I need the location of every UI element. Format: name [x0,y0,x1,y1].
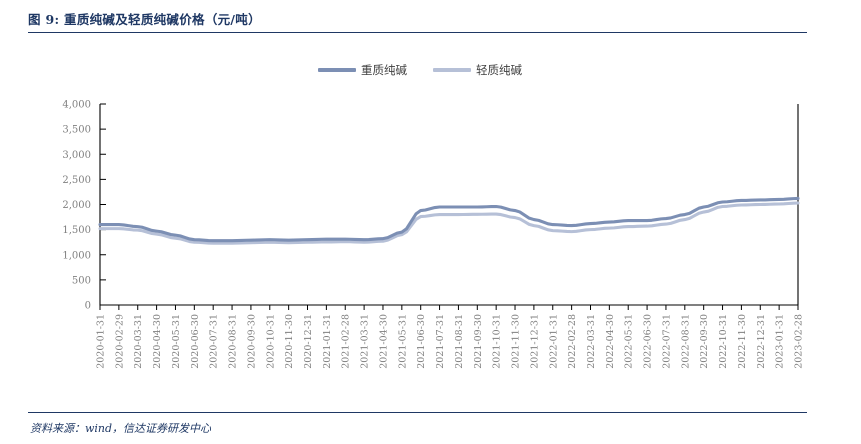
x-tick-label: 2020-02-29 [114,314,125,369]
x-tick-label: 2021-05-31 [397,314,408,369]
y-axis-tick-labels: 0 500 1,000 1,500 2,000 2,500 3,000 3,500 4,000 [62,100,91,312]
x-tick-label: 2021-08-31 [454,314,465,369]
x-tick-label: 2020-01-31 [96,314,107,369]
x-tick-label: 2020-06-30 [190,314,201,369]
x-tick-label: 2020-11-30 [284,314,295,369]
x-tick-label: 2021-01-31 [322,314,333,369]
x-tick-label: 2022-11-30 [737,314,748,369]
x-tick-label: 2020-08-31 [228,314,239,369]
x-tick-label: 2020-09-30 [246,314,257,369]
x-tick-label: 2021-12-31 [529,314,540,369]
chart-container: 0 500 1,000 1,500 2,000 2,500 3,000 3,500 4,000 … [0,88,861,398]
footer-divider [28,412,807,413]
x-tick-label: 2020-07-31 [209,314,220,369]
x-tick-label: 2020-04-30 [152,314,163,369]
legend-swatch-light [433,68,471,72]
x-tick-label: 2020-10-31 [265,314,276,369]
y-tick-label: 1,000 [62,250,91,261]
figure-header: 图 9: 重质纯碱及轻质纯碱价格（元/吨） [28,10,808,36]
x-tick-label: 2021-07-31 [435,314,446,369]
x-tick-label: 2023-01-31 [775,314,786,369]
y-tick-label: 2,000 [62,200,91,211]
y-axis-ticks [100,103,106,306]
legend-item-heavy: 重质纯碱 [318,62,407,78]
y-tick-label: 3,000 [62,150,91,161]
x-tick-label: 2022-01-31 [548,314,559,369]
x-tick-label: 2022-10-31 [718,314,729,369]
series-line-light [98,201,800,245]
x-tick-label: 2022-07-31 [661,314,672,369]
x-tick-label: 2021-02-28 [341,314,352,369]
header-divider [28,32,807,33]
x-tick-label: 2022-04-30 [605,314,616,369]
x-axis-tick-labels: 2020-01-31 2020-02-29 2020-03-31 2020-04-30… [96,314,805,369]
legend-swatch-heavy [318,68,356,72]
x-tick-label: 2022-06-30 [643,314,654,369]
x-tick-label: 2021-04-30 [378,314,389,369]
source-note: 资料来源：wind，信达证券研发中心 [30,422,212,435]
x-tick-label: 2020-05-31 [171,314,182,369]
x-axis-ticks [99,305,799,310]
y-tick-label: 3,500 [62,125,91,136]
x-tick-label: 2020-03-31 [133,314,144,369]
chart-legend: 重质纯碱 轻质纯碱 [318,62,522,78]
axis-frame [99,103,799,306]
x-tick-label: 2021-09-30 [473,314,484,369]
x-tick-label: 2021-10-31 [492,314,503,369]
x-tick-label: 2023-02-28 [794,314,805,369]
x-tick-label: 2022-05-31 [624,314,635,369]
line-chart: 05001,0001,5002,0002,5003,0003,5004,000 … [62,100,805,369]
page-title: 图 9: 重质纯碱及轻质纯碱价格（元/吨） [28,12,261,27]
x-tick-label: 2022-02-28 [567,314,578,369]
y-tick-label: 1,500 [62,225,91,236]
y-tick-label: 2,500 [62,175,91,186]
x-tick-label: 2022-12-31 [756,314,767,369]
x-tick-label: 2021-06-30 [416,314,427,369]
x-tick-label: 2021-11-30 [511,314,522,369]
series-line-heavy [98,196,800,243]
legend-label-heavy: 重质纯碱 [361,63,407,77]
y-tick-label: 4,000 [62,100,91,111]
x-tick-label: 2021-03-31 [360,314,371,369]
y-tick-label: 500 [72,275,91,286]
legend-label-light: 轻质纯碱 [476,63,522,77]
x-tick-label: 2022-09-30 [699,314,710,369]
x-tick-label: 2022-08-31 [680,314,691,369]
x-tick-label: 2022-03-31 [586,314,597,369]
x-tick-label: 2020-12-31 [303,314,314,369]
legend-item-light: 轻质纯碱 [433,62,522,78]
y-tick-label: 0 [85,301,91,312]
